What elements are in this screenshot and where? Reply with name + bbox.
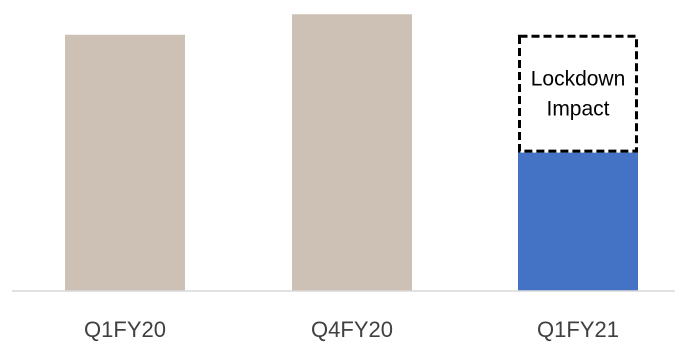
x-tick-label-q1fy21: Q1FY21: [537, 317, 619, 342]
lockdown-impact-box: [518, 34, 638, 153]
x-tick-label-q4fy20: Q4FY20: [311, 317, 393, 342]
bar-q1fy20: [65, 34, 185, 291]
category-labels-group: Q1FY20 Q4FY20 Q1FY21: [84, 317, 619, 342]
annotation-label-line-2: Impact: [546, 98, 609, 121]
bars-group: [65, 14, 638, 291]
x-tick-label-q1fy20: Q1FY20: [84, 317, 166, 342]
bar-q4fy20: [292, 14, 412, 291]
annotation-label-line-1: Lockdown: [531, 68, 626, 91]
annotation-group: Lockdown Impact: [518, 34, 638, 153]
bar-q1fy21: [518, 152, 638, 291]
